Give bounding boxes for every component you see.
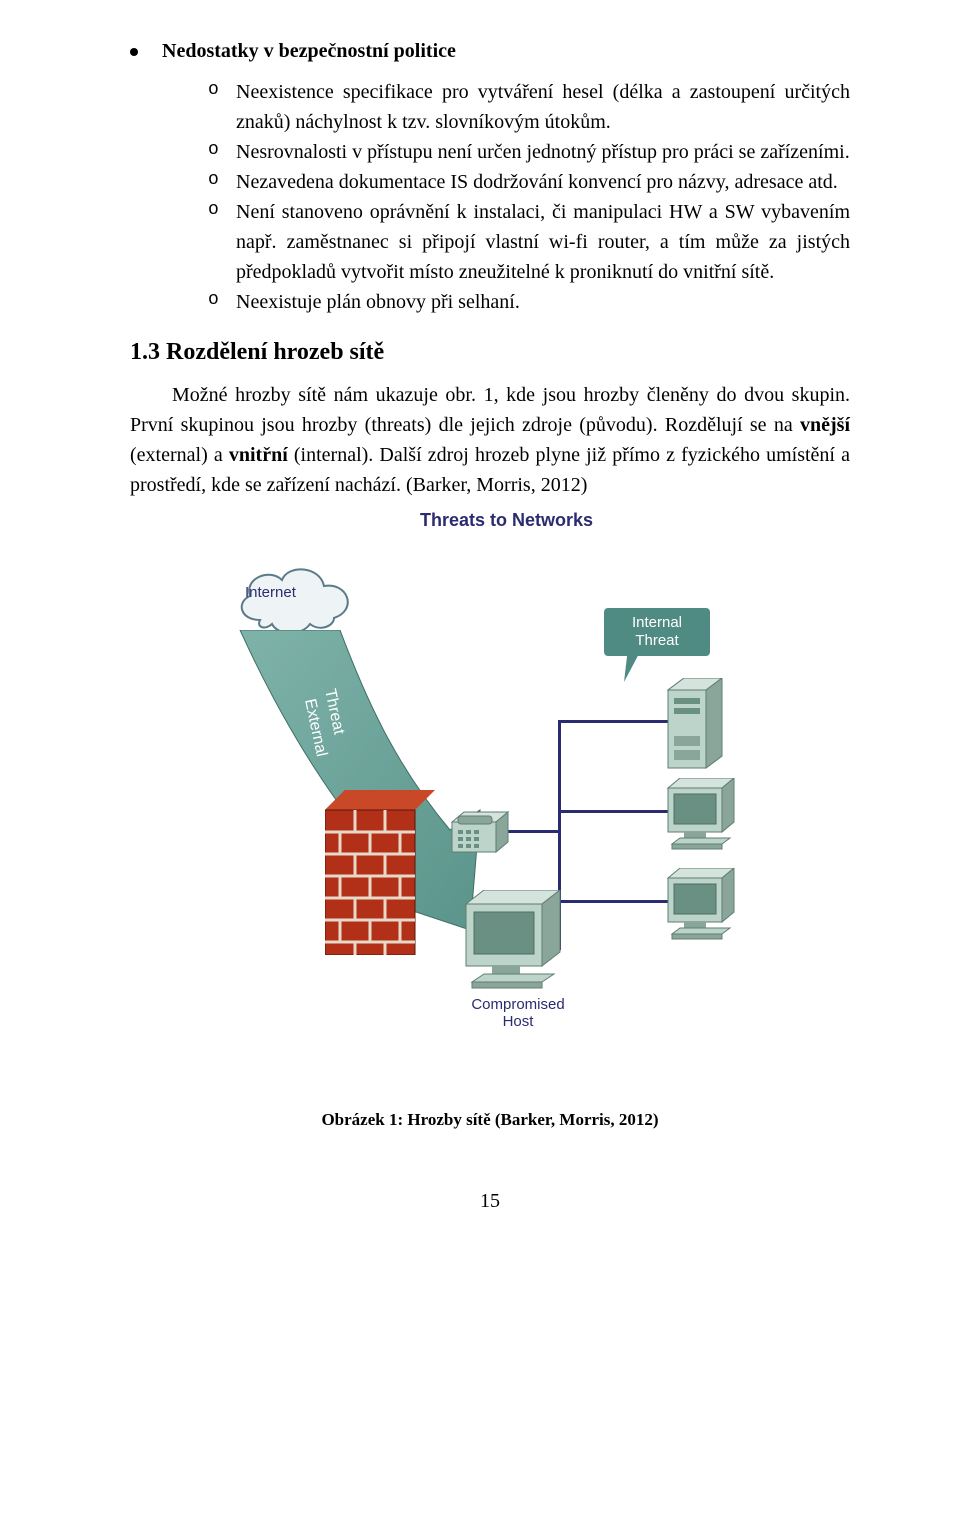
sub-marker: o — [208, 137, 236, 167]
compromised-host-icon — [458, 890, 568, 990]
sub-item: o Neexistence specifikace pro vytváření … — [208, 77, 850, 137]
bullet-heading: Nedostatky v bezpečnostní politice — [162, 40, 456, 63]
figure: Threats to Networks Internet External Th… — [130, 510, 850, 1070]
network-line — [558, 900, 678, 903]
label-line: Host — [503, 1013, 534, 1030]
server-icon — [660, 678, 730, 773]
page-number: 15 — [130, 1190, 850, 1213]
bullet-item: Nedostatky v bezpečnostní politice — [130, 40, 850, 63]
network-line — [558, 810, 678, 813]
sub-text: Nezavedena dokumentace IS dodržování kon… — [236, 167, 850, 197]
sub-item: o Nesrovnalosti v přístupu není určen je… — [208, 137, 850, 167]
computer-icon — [662, 868, 740, 940]
cloud-label: Internet — [245, 584, 296, 601]
bullet-marker — [130, 48, 138, 56]
sub-text: Neexistuje plán obnovy při selhaní. — [236, 287, 850, 317]
compromised-host-label: Compromised Host — [458, 996, 578, 1030]
section-heading: 1.3 Rozdělení hrozeb sítě — [130, 339, 850, 366]
paragraph: Možné hrozby sítě nám ukazuje obr. 1, kd… — [130, 380, 850, 500]
label-line: Compromised — [471, 996, 564, 1013]
figure-caption: Obrázek 1: Hrozby sítě (Barker, Morris, … — [130, 1110, 850, 1130]
bubble-pointer-icon — [620, 648, 650, 682]
computer-icon — [662, 778, 740, 850]
diagram-title: Threats to Networks — [420, 510, 593, 531]
para-text: (external) a — [130, 444, 229, 466]
bubble-line: Internal — [632, 614, 682, 631]
para-bold: vnitřní — [229, 444, 288, 466]
bubble-line: Threat — [635, 632, 678, 649]
para-text: Možné hrozby sítě nám ukazuje obr. 1, kd… — [130, 384, 850, 436]
sub-item: o Nezavedena dokumentace IS dodržování k… — [208, 167, 850, 197]
sub-text: Neexistence specifikace pro vytváření he… — [236, 77, 850, 137]
para-bold: vnější — [800, 414, 850, 436]
sub-item: o Neexistuje plán obnovy při selhaní. — [208, 287, 850, 317]
firewall-icon — [325, 790, 435, 955]
phone-icon — [448, 808, 512, 854]
sub-item: o Není stanoveno oprávnění k instalaci, … — [208, 197, 850, 287]
sub-bullet-list: o Neexistence specifikace pro vytváření … — [208, 77, 850, 317]
sub-text: Nesrovnalosti v přístupu není určen jedn… — [236, 137, 850, 167]
sub-marker: o — [208, 197, 236, 287]
sub-marker: o — [208, 77, 236, 137]
document-page: Nedostatky v bezpečnostní politice o Nee… — [0, 0, 960, 1253]
sub-marker: o — [208, 167, 236, 197]
network-threats-diagram: Threats to Networks Internet External Th… — [210, 510, 770, 1070]
sub-text: Není stanoveno oprávnění k instalaci, či… — [236, 197, 850, 287]
sub-marker: o — [208, 287, 236, 317]
